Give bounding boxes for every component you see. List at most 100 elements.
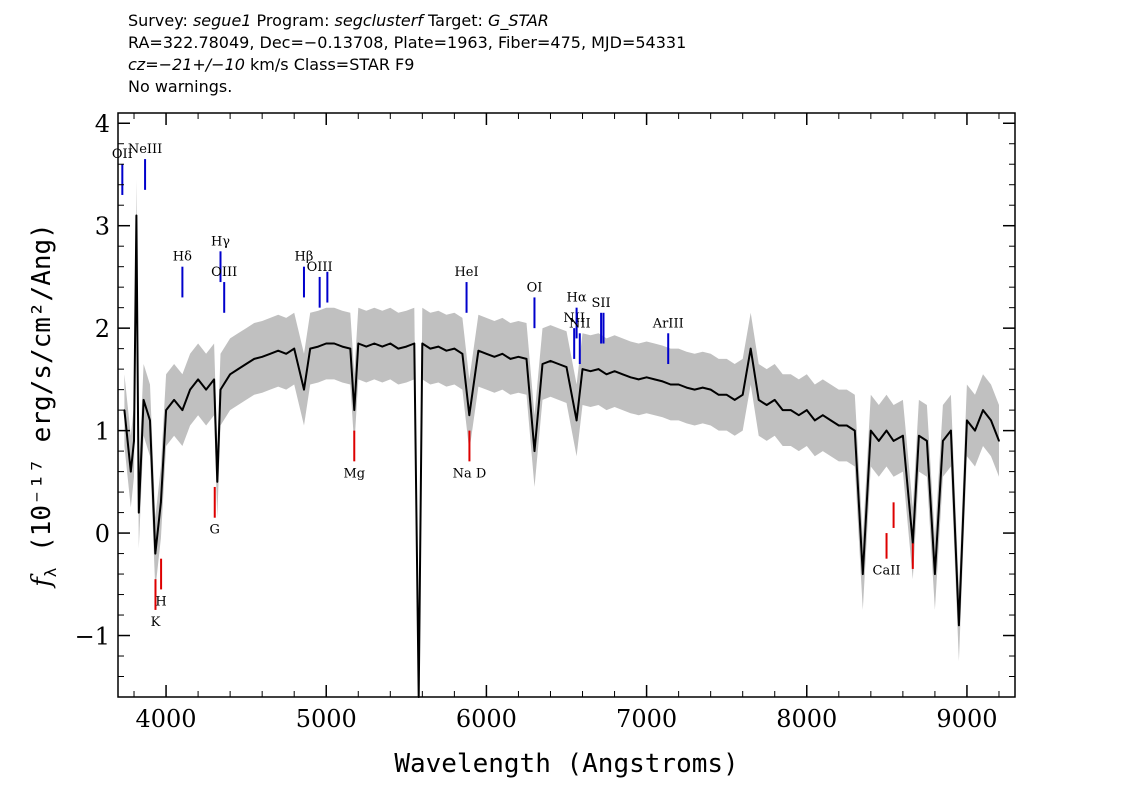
y-tick-label: 4 [95, 110, 110, 138]
line-label: Mg [343, 466, 365, 481]
line-label: Hδ [173, 250, 192, 265]
spectrum-point [790, 409, 792, 411]
spectrum-point [749, 347, 752, 350]
spectrum-point [219, 388, 222, 391]
spectrum-point [653, 378, 656, 381]
spectrum-point [349, 347, 352, 350]
line-label: SII [592, 296, 611, 311]
spectrum-layer [123, 214, 1000, 698]
cz-value: cz=−21+/−10 [128, 55, 245, 74]
spectrum-point [677, 383, 680, 386]
spectrum-point [405, 345, 408, 348]
spectrum-point [477, 349, 480, 352]
spectrum-point [575, 419, 578, 422]
spectrum-point [216, 481, 219, 483]
spectrum-point [878, 440, 880, 442]
spectrum-point [303, 388, 305, 391]
spectrum-point [277, 349, 280, 352]
spectrum-point [237, 368, 239, 370]
header-line-survey: Survey: segue1 Program: segclusterf Targ… [128, 10, 686, 32]
spectrum-point [142, 399, 145, 401]
spectrum-point [597, 368, 600, 370]
spectrum-point [717, 394, 720, 396]
spectrum-point [870, 429, 872, 432]
spectrum-point [741, 394, 744, 396]
spectrum-point [253, 358, 255, 360]
error-band-layer [124, 179, 999, 698]
program-value: segclusterf [334, 11, 423, 30]
spectrum-point [581, 368, 584, 370]
spectrum-point [892, 440, 895, 442]
spectrum-point [525, 358, 528, 360]
spectrum-point [966, 419, 968, 422]
spectrum-point [854, 429, 856, 432]
spectrum-point [133, 440, 135, 442]
spectrum-point [293, 347, 296, 350]
spectrum-point [934, 573, 936, 575]
spectrum-point [637, 378, 640, 381]
spectrum-point [645, 376, 648, 379]
line-label: HeI [454, 265, 478, 280]
y-axis-title-subscript: λ [41, 567, 60, 577]
line-label: OIII [307, 260, 333, 275]
spectrum-point [135, 214, 138, 217]
spectrum-point [365, 345, 368, 348]
x-tick-label: 4000 [136, 705, 197, 733]
spectrum-point [541, 363, 544, 365]
spectrum-point [806, 409, 808, 411]
spectrum-point [781, 409, 784, 411]
spectrum-point [205, 388, 207, 391]
spectrum-point [154, 552, 157, 555]
spectrum-point [357, 342, 360, 345]
spectrum-point [421, 342, 424, 345]
spectrum-point [773, 399, 776, 401]
spectrum-point [990, 419, 992, 422]
program-label: Program: [251, 11, 335, 30]
spectrum-point [862, 573, 864, 575]
class-value: km/s Class=STAR F9 [244, 55, 415, 74]
spectrum-point [173, 399, 175, 401]
spectrum-point [693, 388, 696, 391]
spectrum-point [165, 409, 167, 411]
spectrum-point [830, 419, 832, 422]
spectrum-point [261, 356, 264, 358]
spectrum-point [838, 424, 840, 427]
line-label: Na D [453, 466, 487, 481]
line-label: ArIII [652, 316, 684, 331]
spectrum-point [317, 345, 320, 348]
y-tick-label: 2 [95, 315, 110, 343]
spectrum-point [798, 414, 800, 417]
spectrum-point [605, 373, 608, 376]
spectrum-point [493, 356, 496, 358]
error-band [124, 179, 999, 698]
spectrum-point [213, 378, 215, 381]
line-label: G [210, 523, 220, 538]
spectrum-point [160, 501, 162, 504]
y-axis-title: fλ (10⁻¹⁷ erg/s/cm²/Ang) [27, 223, 60, 589]
y-tick-label: 0 [95, 520, 110, 548]
spectrum-point [998, 440, 1000, 442]
spectrum-point [549, 360, 552, 362]
x-tick-label: 7000 [616, 705, 677, 733]
line-label: Hβ [295, 250, 314, 265]
x-tick-label: 5000 [296, 705, 357, 733]
spectrum-point [669, 383, 672, 386]
target-label: Target: [422, 11, 488, 30]
plot-frame [117, 112, 1016, 698]
line-label: Hα [567, 291, 587, 306]
spectrum-point [309, 347, 312, 350]
spectrum-point [138, 511, 140, 514]
spectrum-point [565, 366, 568, 368]
line-label: OII [112, 147, 133, 162]
spectrum-point [902, 434, 904, 437]
spectrum-point [229, 373, 231, 376]
spectrum-point [950, 429, 952, 432]
spectrum-point [557, 363, 560, 365]
x-axis-title: Wavelength (Angstroms) [394, 749, 738, 779]
spectrum-point [509, 358, 512, 360]
axis-ticks-layer: 4000 5000 6000 7000 8000 9000 −1 0 1 2 3 4 [75, 110, 1015, 733]
y-tick-label: 1 [95, 418, 110, 446]
line-label: NII [563, 311, 585, 326]
line-label: K [151, 615, 161, 630]
x-tick-label: 9000 [936, 705, 997, 733]
